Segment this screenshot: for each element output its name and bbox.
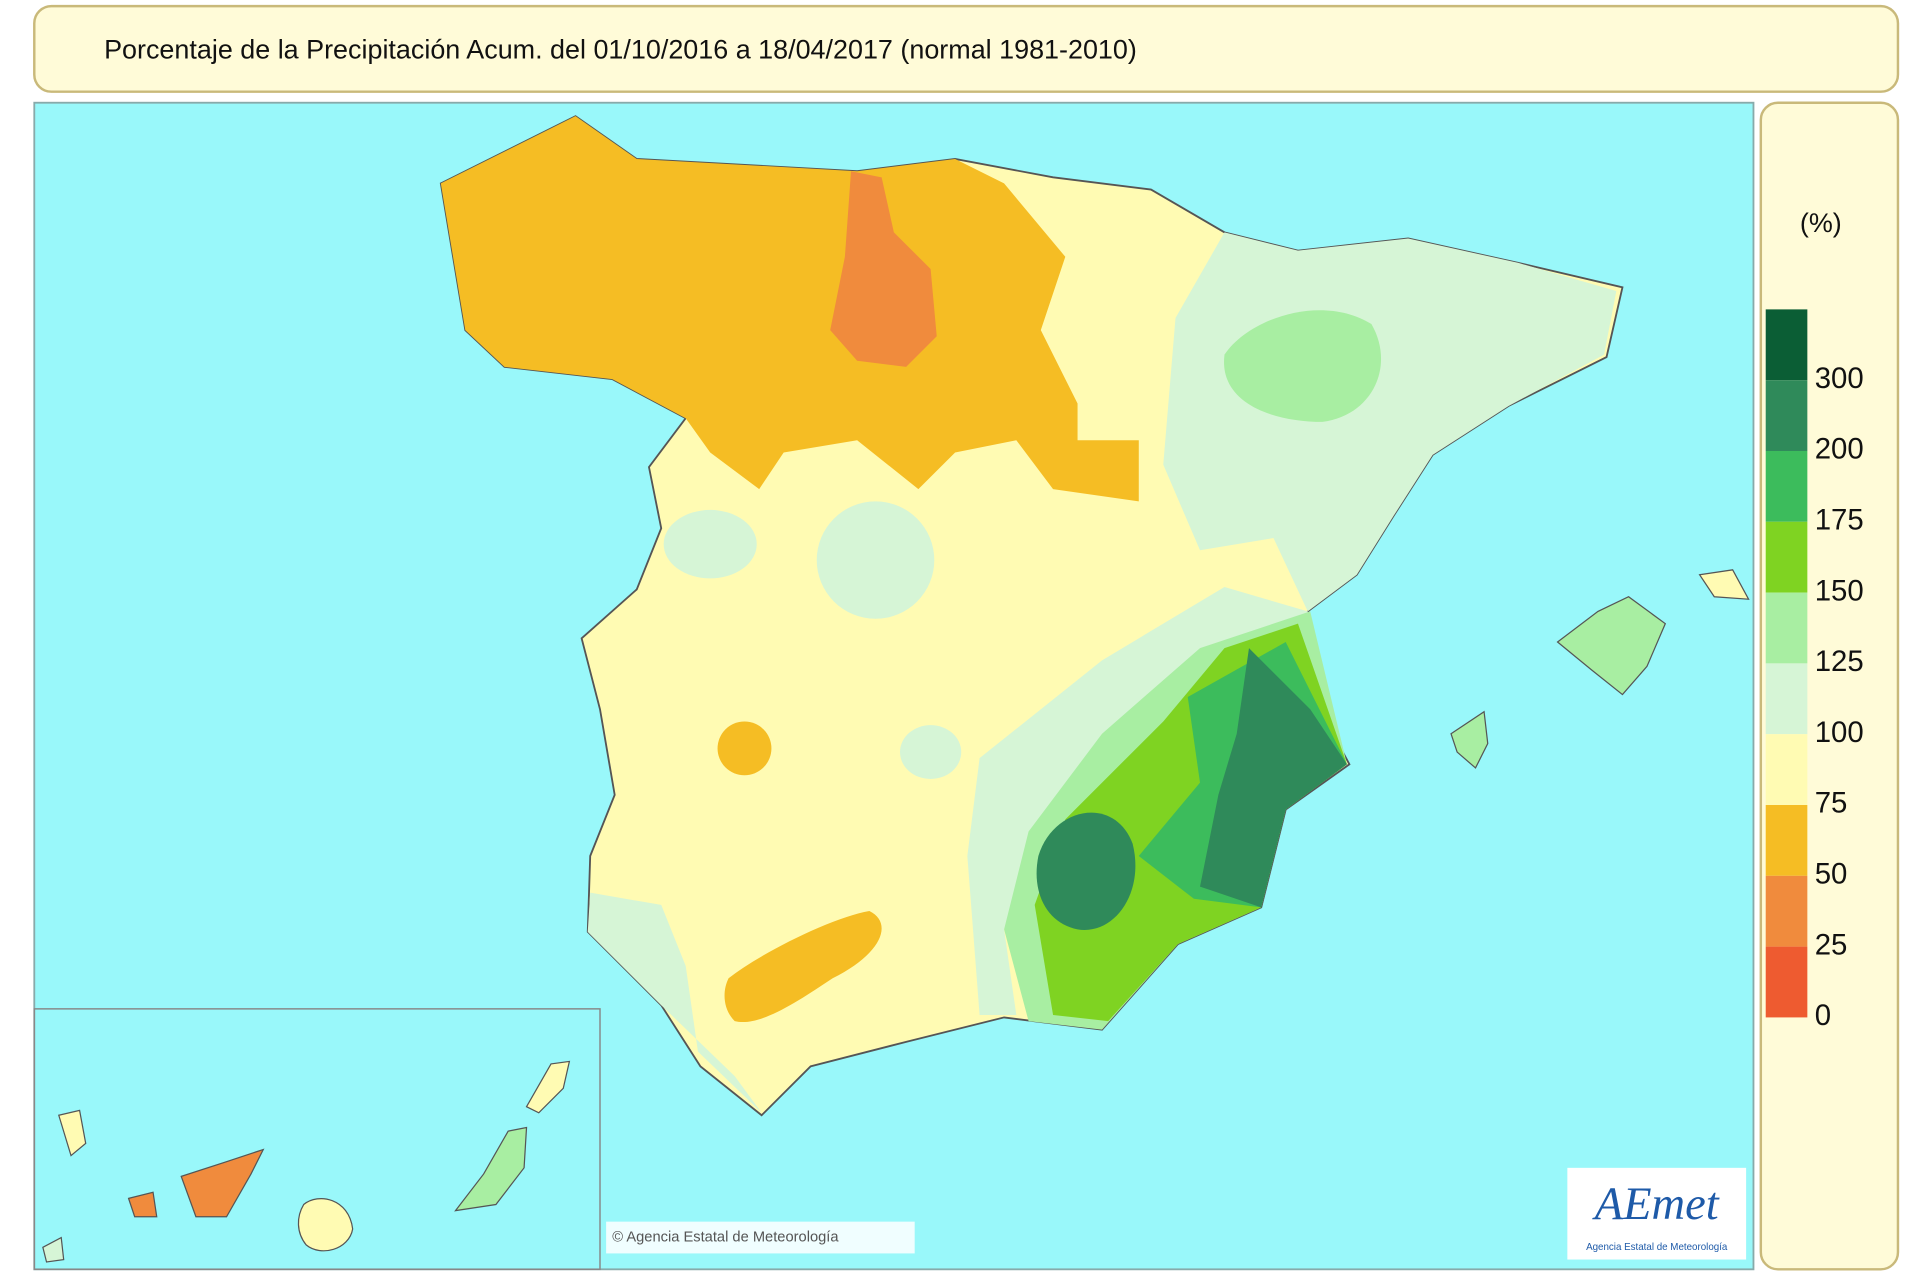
legend-swatch	[1765, 380, 1808, 451]
legend-swatch	[1765, 946, 1808, 1018]
zone-50-75	[440, 116, 1139, 502]
legend-label: 75	[1815, 787, 1848, 820]
canary-island	[42, 1236, 65, 1263]
legend-label: 0	[1815, 999, 1831, 1032]
legend-label: 125	[1815, 645, 1864, 678]
legend-items: 300 200 175 150 125 100 75 50 25 0	[1765, 309, 1864, 1032]
legend-unit: (%)	[1800, 208, 1842, 238]
legend-swatch	[1765, 309, 1808, 381]
logo: AEmet	[1592, 1179, 1720, 1230]
legend-label: 100	[1815, 716, 1864, 749]
legend-label: 175	[1815, 504, 1864, 537]
canary-island	[297, 1198, 354, 1252]
legend-swatch	[1765, 450, 1808, 522]
legend-swatch	[1765, 592, 1808, 664]
canary-island	[454, 1126, 528, 1212]
copyright-box	[606, 1221, 915, 1254]
menorca	[1698, 569, 1750, 600]
zone-100-125	[587, 892, 762, 1113]
map-title: Porcentaje de la Precipitación Acum. del…	[104, 34, 1137, 64]
legend-swatch	[1765, 805, 1808, 876]
title-box	[33, 4, 1900, 93]
zone-200-300	[1036, 812, 1136, 930]
logo-subtitle: Agencia Estatal de Meteorología	[1586, 1242, 1728, 1253]
canary-island	[58, 1109, 87, 1157]
legend-label: 300	[1815, 362, 1864, 395]
legend-swatch	[1765, 521, 1808, 593]
canary-island	[180, 1148, 265, 1218]
legend-label: 200	[1815, 433, 1864, 466]
zone-125-150	[1224, 310, 1382, 422]
zone-50-75	[724, 911, 882, 1023]
zone-100-125	[663, 509, 757, 579]
legend-swatch	[1765, 875, 1808, 947]
legend-swatch	[1765, 734, 1808, 806]
zone-200-300	[1200, 648, 1347, 908]
legend-swatch	[1765, 663, 1808, 735]
legend-label: 25	[1815, 928, 1848, 961]
canary-inset	[33, 1008, 601, 1271]
zone-25-50	[830, 171, 937, 367]
legend-label: 50	[1815, 858, 1848, 891]
mallorca	[1556, 596, 1667, 696]
copyright: © Agencia Estatal de Meteorología	[612, 1229, 839, 1245]
ibiza	[1450, 710, 1489, 769]
logo-box	[1567, 1167, 1747, 1260]
zone-50-75	[717, 721, 772, 776]
legend-label: 150	[1815, 574, 1864, 607]
zone-100-125	[816, 501, 935, 619]
canary-island	[525, 1060, 571, 1114]
zone-100-125	[900, 725, 962, 779]
canary-island	[127, 1191, 158, 1218]
